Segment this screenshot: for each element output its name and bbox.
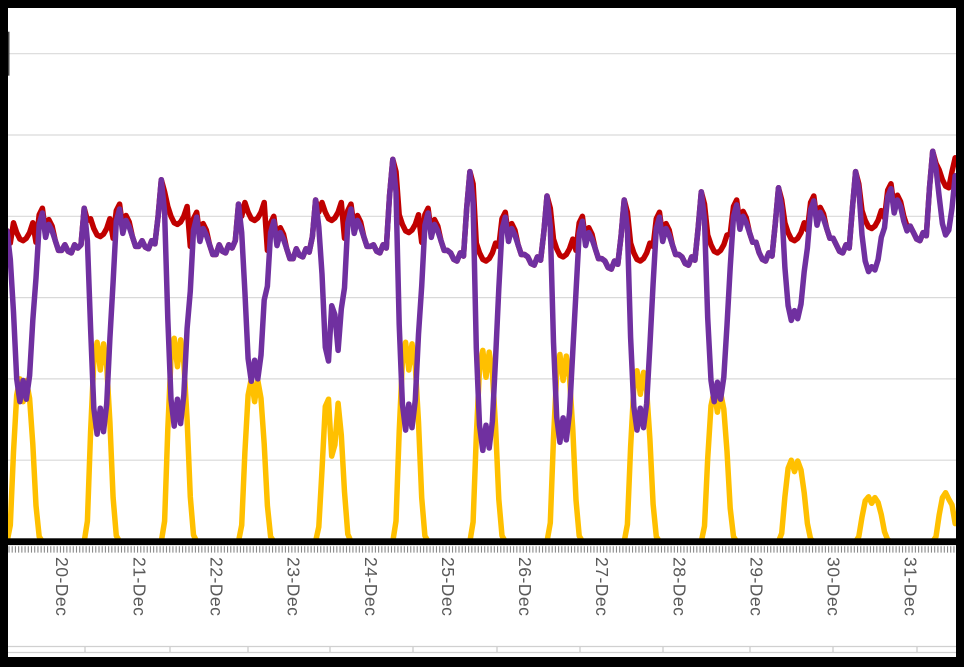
x-tick-label: 30-Dec <box>823 557 844 617</box>
gold-series-line <box>8 335 957 545</box>
x-tick-label: 26-Dec <box>515 557 535 617</box>
x-axis-minor-ticks <box>8 546 955 553</box>
frame-right-edge <box>956 0 964 667</box>
x-tick-label: 23-Dec <box>283 557 304 617</box>
x-tick-label: 20-Dec <box>52 557 73 617</box>
x-tick-label: 27-Dec <box>592 557 613 617</box>
x-tick-label: 28-Dec <box>669 557 690 617</box>
x-tick-label: 22-Dec <box>206 557 227 617</box>
x-tick-label: 29-Dec <box>746 557 767 617</box>
x-axis-line <box>8 538 957 546</box>
frame-left-edge <box>0 0 8 667</box>
x-tick-label: 25-Dec <box>437 557 458 617</box>
purple-series-line <box>8 148 957 454</box>
x-tick-label: 24-Dec <box>360 557 381 617</box>
frame-bottom-edge <box>0 657 964 667</box>
frame-top-edge <box>0 0 964 8</box>
x-tick-label: 21-Dec <box>129 557 150 617</box>
x-tick-label: 31-Dec <box>900 557 921 617</box>
